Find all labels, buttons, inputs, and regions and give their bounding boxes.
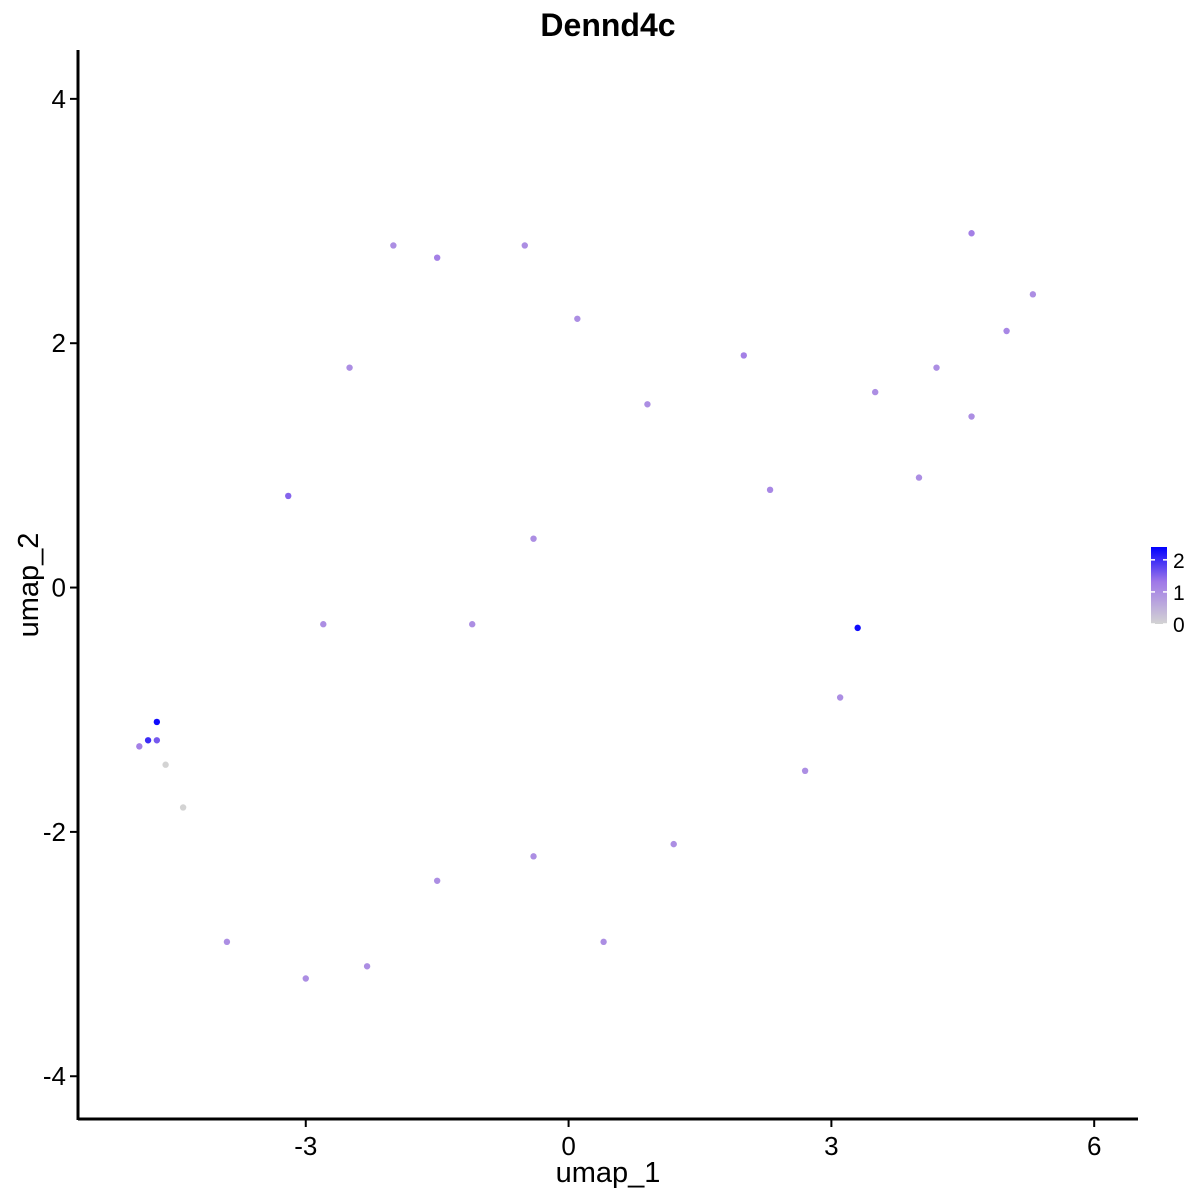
- cell-point: [1003, 327, 1010, 335]
- colorbar-legend: 0 1 2: [1151, 547, 1185, 637]
- x-tick-label: -3: [294, 1131, 317, 1161]
- colorbar-tick-label: 0: [1173, 614, 1185, 637]
- x-tick-label: 6: [1087, 1131, 1101, 1161]
- cell-point: [433, 254, 441, 261]
- y-tick-label: -4: [43, 1061, 66, 1091]
- cell-point: [363, 963, 371, 970]
- cell-point: [390, 242, 397, 249]
- cell-point: [574, 315, 581, 322]
- chart-title: Dennd4c: [540, 7, 675, 43]
- cell-point: [801, 767, 809, 775]
- x-ticks: -3 0 3 6: [294, 1119, 1101, 1161]
- cell-point: [521, 242, 528, 249]
- cell-point: [320, 621, 327, 628]
- cell-point: [854, 624, 861, 632]
- cell-point: [600, 938, 607, 946]
- y-tick-label: 2: [52, 328, 66, 358]
- cell-point: [766, 486, 774, 494]
- colorbar-tick-label: 2: [1173, 550, 1185, 573]
- cell-point: [740, 352, 747, 359]
- x-tick-label: 3: [824, 1131, 838, 1161]
- colorbar: [1151, 547, 1167, 624]
- cell-point: [871, 388, 879, 396]
- cell-point: [144, 737, 152, 744]
- x-tick-label: 0: [561, 1131, 575, 1161]
- cell-point: [836, 694, 844, 701]
- y-tick-label: -2: [43, 817, 66, 847]
- cell-point: [162, 761, 169, 768]
- cell-point: [179, 804, 187, 811]
- y-tick-label: 0: [52, 573, 66, 603]
- cell-point: [1029, 291, 1037, 298]
- cell-point: [968, 230, 975, 237]
- colorbar-tick-label: 1: [1173, 582, 1185, 605]
- y-ticks: -4 -2 0 2 4: [43, 84, 78, 1091]
- cell-point: [469, 621, 476, 628]
- cell-point: [915, 474, 923, 481]
- y-axis-label: umap_2: [13, 533, 45, 638]
- cell-point: [153, 737, 161, 744]
- points-layer: [136, 230, 1037, 982]
- x-axis-label: umap_1: [556, 1157, 661, 1189]
- cell-point: [285, 492, 292, 500]
- cell-point: [346, 364, 353, 371]
- y-tick-label: 4: [52, 84, 66, 114]
- cell-point: [644, 401, 651, 408]
- cell-point: [670, 840, 677, 848]
- cell-point: [530, 535, 537, 542]
- cell-point: [302, 975, 309, 982]
- cell-point: [968, 413, 975, 420]
- cell-point: [433, 877, 441, 884]
- cell-point: [136, 743, 143, 750]
- cell-point: [153, 718, 161, 726]
- cell-point: [933, 364, 940, 371]
- cell-point: [530, 853, 537, 860]
- cell-point: [223, 938, 231, 946]
